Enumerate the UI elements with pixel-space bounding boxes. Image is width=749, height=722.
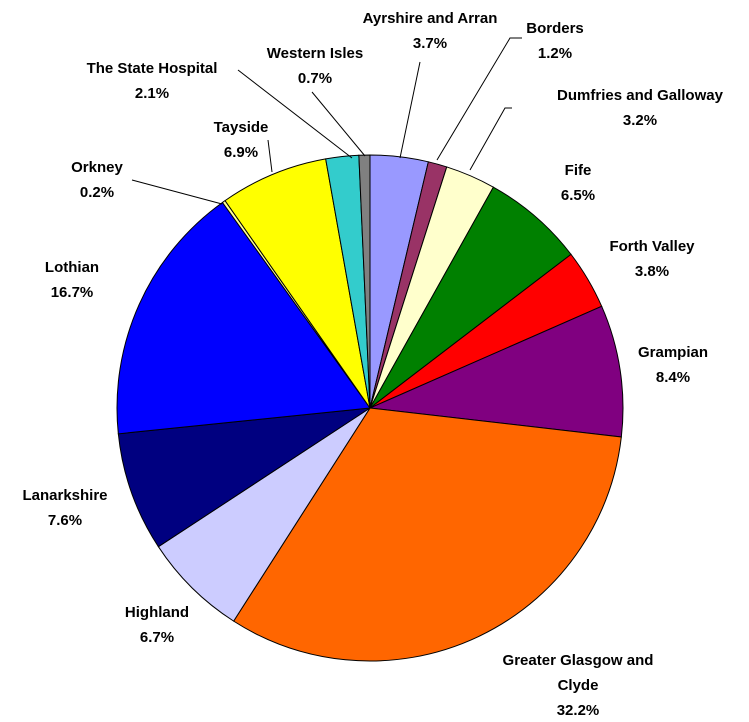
slice-label: Tayside 6.9%	[191, 115, 291, 165]
pie-slice	[116, 201, 371, 435]
slice-value-label: 32.2%	[556, 702, 600, 719]
slice-value-label: 3.8%	[634, 263, 670, 280]
slice-label: Lanarkshire 7.6%	[0, 483, 130, 533]
pie-slice	[232, 407, 622, 662]
slice-value-label: 16.7%	[50, 284, 94, 301]
leader-line	[237, 69, 353, 159]
leader-lines	[131, 37, 522, 205]
slice-name: Highland	[124, 604, 190, 621]
slice-label: Ayrshire and Arran 3.7%	[330, 6, 530, 56]
slice-value-label: 7.6%	[47, 512, 83, 529]
slice-label: Forth Valley 3.8%	[582, 234, 722, 284]
slice-value-label: 3.2%	[622, 112, 658, 129]
slice-value-label: 0.7%	[297, 70, 333, 87]
slice-label: Greater Glasgow and Clyde 32.2%	[488, 648, 668, 722]
slice-value-label: 2.1%	[134, 85, 170, 102]
slice-name: Western Isles	[266, 45, 364, 62]
slice-name: Fife	[564, 162, 592, 179]
slice-name: Orkney	[71, 159, 123, 176]
slice-value-label: 0.2%	[79, 184, 115, 201]
slice-label: The State Hospital 2.1%	[52, 56, 252, 106]
leader-line	[311, 91, 366, 157]
leader-line	[469, 107, 512, 171]
slice-name: Lanarkshire	[22, 487, 108, 504]
leader-line	[436, 37, 522, 161]
slice-label: Western Isles 0.7%	[245, 41, 385, 91]
slice-name: Dumfries and Galloway	[557, 87, 723, 104]
leader-line	[131, 179, 223, 205]
leader-line	[267, 139, 273, 173]
slice-name: Forth Valley	[609, 238, 695, 255]
slice-value-label: 3.7%	[412, 35, 448, 52]
slice-label: Grampian 8.4%	[613, 340, 733, 390]
slice-name: Tayside	[213, 119, 269, 136]
slice-label: Orkney 0.2%	[47, 155, 147, 205]
slice-label: Borders 1.2%	[495, 16, 615, 66]
slice-value-label: 6.9%	[223, 144, 259, 161]
pie-slice	[224, 158, 371, 409]
slice-name: The State Hospital	[86, 60, 218, 77]
slice-name: Lothian	[44, 259, 100, 276]
slice-name: Greater Glasgow and Clyde	[502, 652, 654, 694]
slice-label: Lothian 16.7%	[17, 255, 127, 305]
pie-slice	[157, 407, 371, 622]
leader-line	[399, 61, 421, 159]
pie-slice	[117, 407, 371, 548]
slice-label: Fife 6.5%	[528, 158, 628, 208]
slice-value-label: 1.2%	[537, 45, 573, 62]
slice-value-label: 6.5%	[560, 187, 596, 204]
slice-name: Borders	[526, 20, 584, 37]
slice-label: Highland 6.7%	[97, 600, 217, 650]
slice-value-label: 8.4%	[655, 369, 691, 386]
slice-value-label: 6.7%	[139, 629, 175, 646]
pie-slice	[368, 305, 624, 438]
slice-label: Dumfries and Galloway 3.2%	[530, 83, 749, 133]
slice-name: Ayrshire and Arran	[362, 10, 498, 27]
slice-name: Grampian	[637, 344, 709, 361]
